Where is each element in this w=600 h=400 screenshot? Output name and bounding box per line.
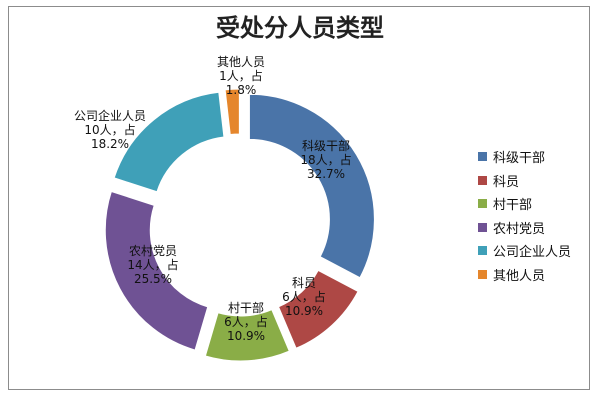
legend-label: 其他人员 <box>493 268 546 284</box>
legend-swatch <box>478 269 487 279</box>
chart-legend: 科级干部科员村干部农村党员公司企业人员 其他人员 <box>478 145 571 286</box>
slice-5 <box>224 88 240 136</box>
legend-item-5: 其他人员 <box>478 263 571 287</box>
legend-item-4: 公司企业人员 <box>478 239 571 263</box>
legend-item-3: 农村党员 <box>478 216 571 240</box>
legend-swatch <box>478 199 487 209</box>
slice-4 <box>113 91 225 193</box>
legend-item-1: 科员 <box>478 169 571 193</box>
slice-3 <box>104 190 209 351</box>
legend-swatch <box>478 246 487 256</box>
slice-0 <box>248 93 375 279</box>
slice-label-5: 其他人员 1人，占 1.8% <box>217 55 265 97</box>
chart-title: 受处分人员类型 <box>216 14 384 42</box>
slice-label-4: 公司企业人员 10人，占 18.2% <box>74 108 146 151</box>
slice-label-2: 村干部 6人，占 10.9% <box>224 300 268 343</box>
legend-label: 科员 <box>493 174 520 190</box>
legend-label: 科级干部 <box>493 151 546 167</box>
slice-1 <box>277 269 359 349</box>
legend-label: 公司企业人员 <box>493 245 572 261</box>
legend-item-2: 村干部 <box>478 192 571 216</box>
legend-label: 农村党员 <box>493 221 546 237</box>
legend-swatch <box>478 222 487 232</box>
slice-label-0: 科级干部 18人，占 32.7% <box>300 138 351 181</box>
legend-swatch <box>478 175 487 185</box>
slice-label-1: 科员 6人，占 10.9% <box>282 276 326 318</box>
slice-2 <box>204 309 290 362</box>
legend-item-0: 科级干部 <box>478 145 571 169</box>
legend-label: 村干部 <box>493 198 533 214</box>
slice-label-3: 农村党员 14人，占 25.5% <box>127 243 178 286</box>
legend-swatch <box>478 152 487 162</box>
